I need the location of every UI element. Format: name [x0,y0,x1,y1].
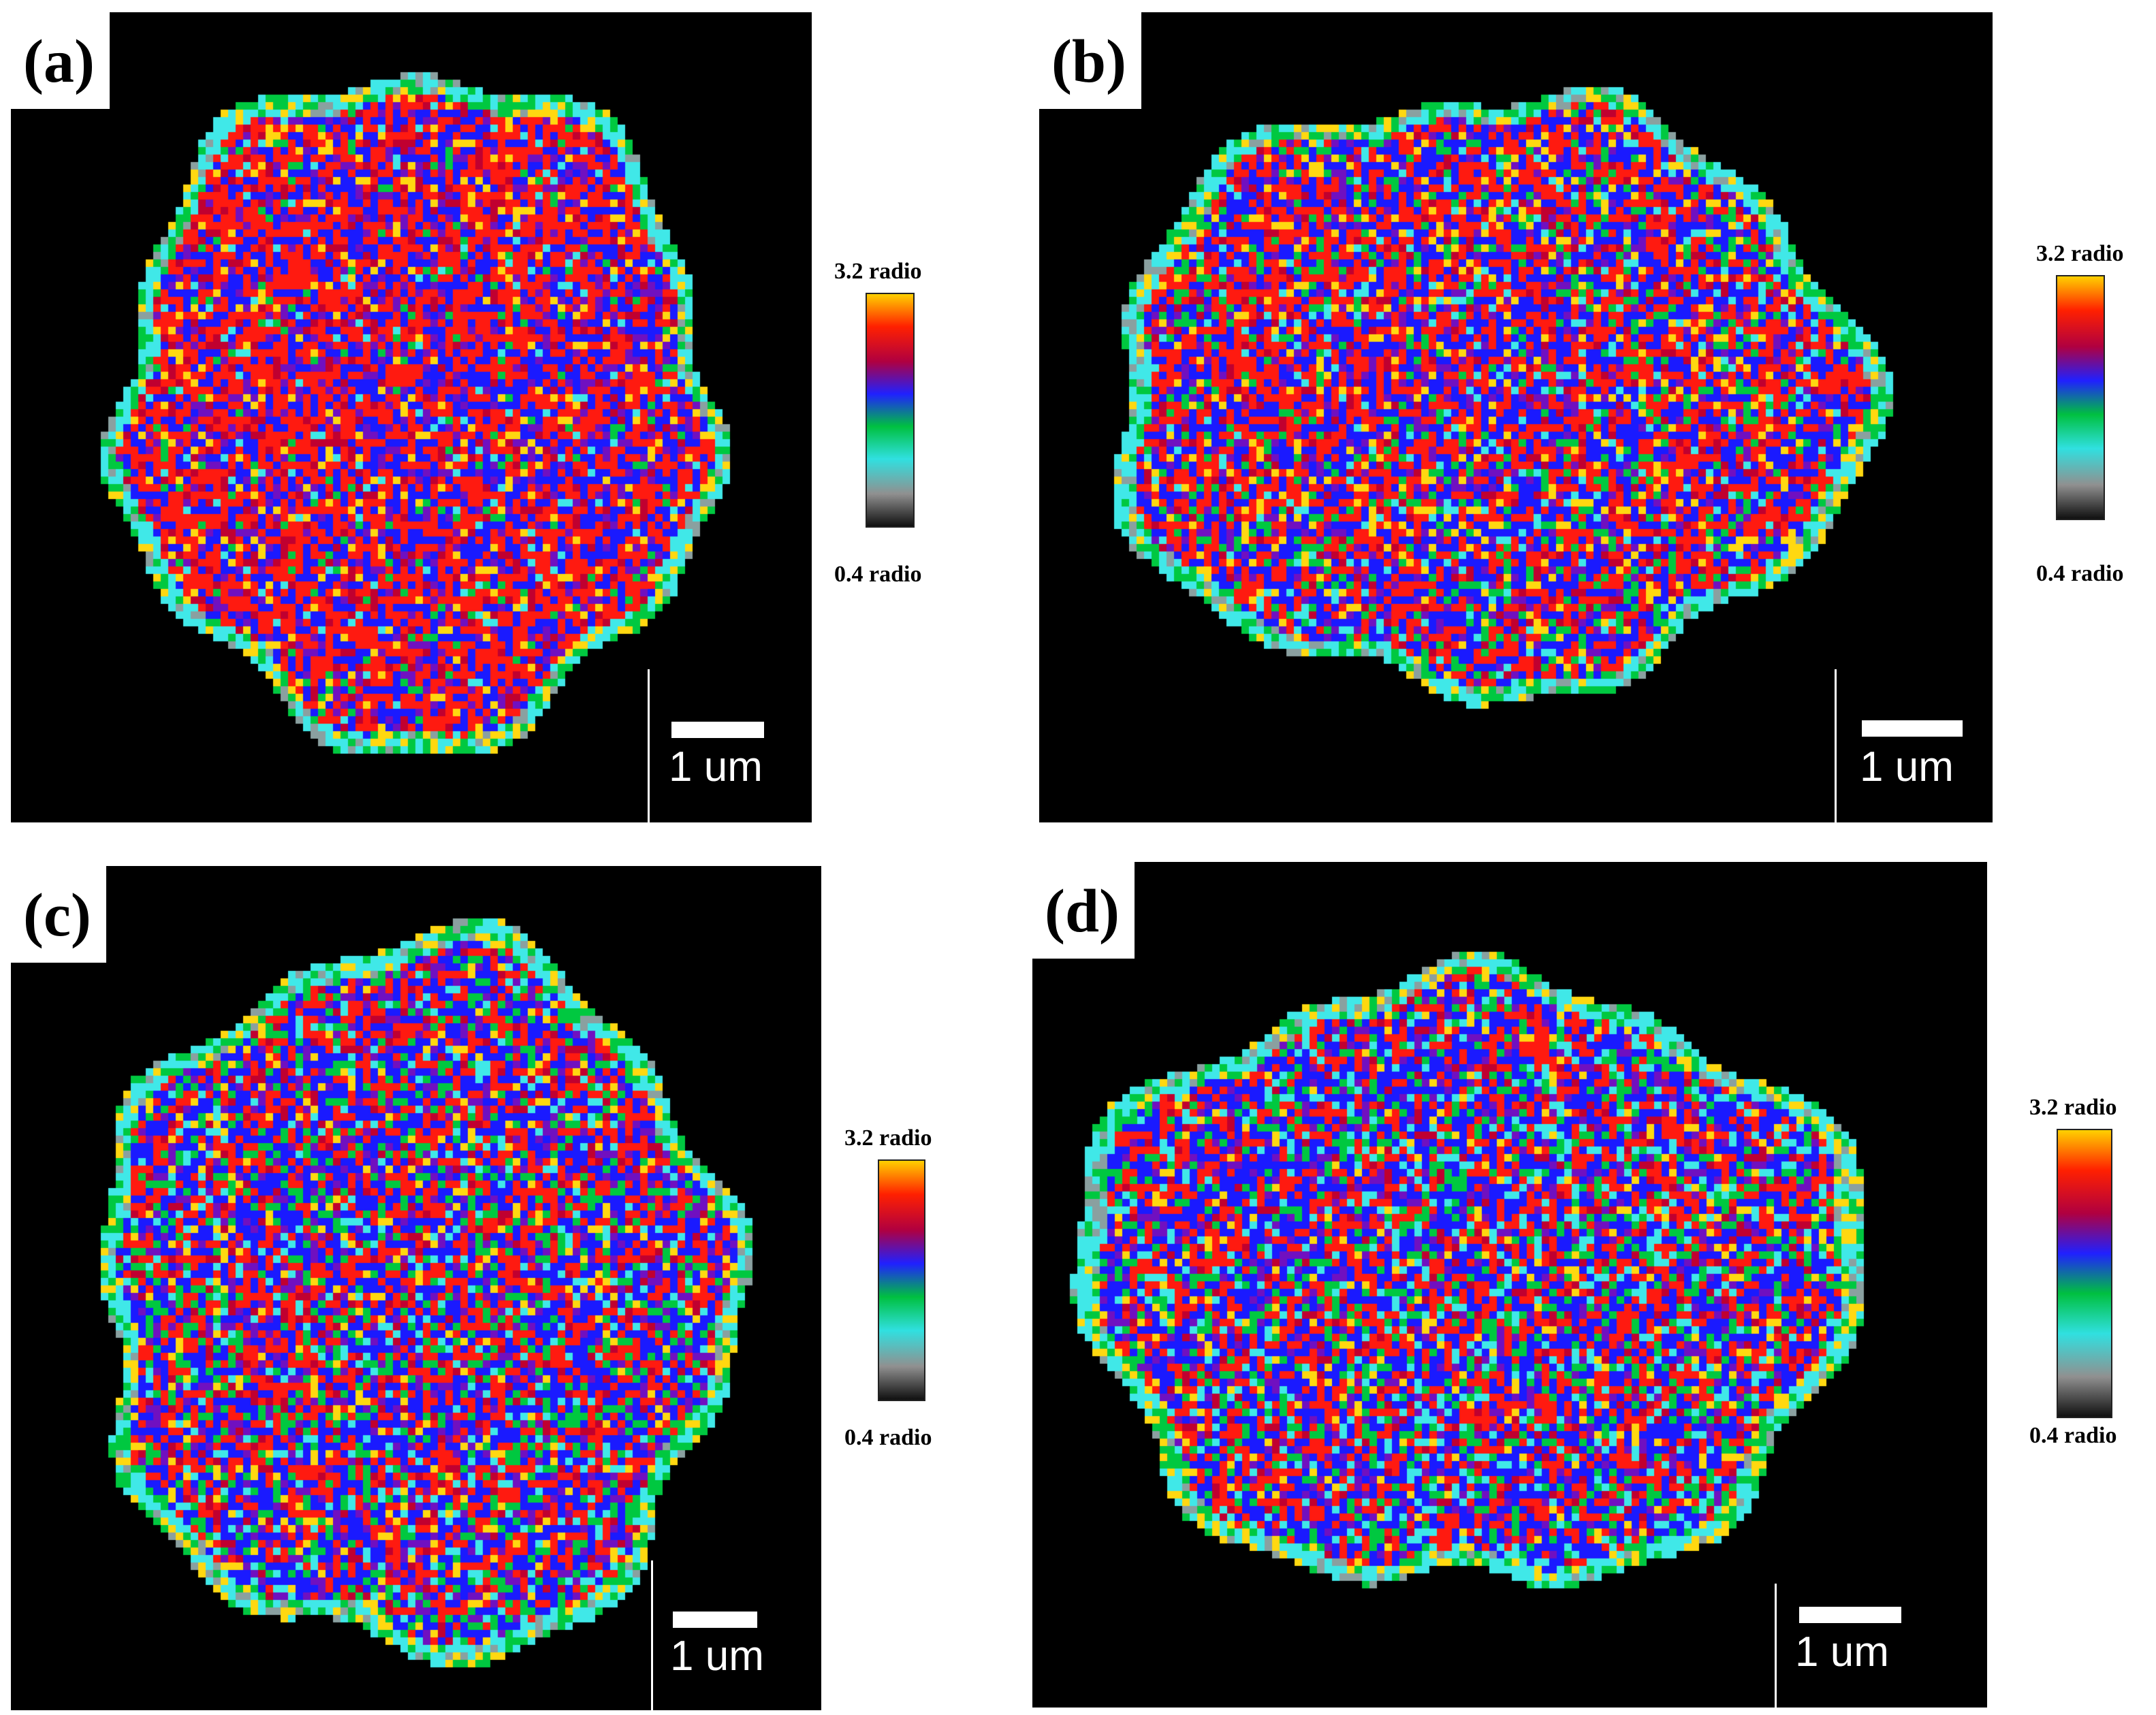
colorbar-min-label-b: 0.4 radio [2036,561,2124,586]
colorbar-max-label-c: 3.2 radio [844,1125,932,1151]
scale-label-d: 1 um [1795,1629,1889,1676]
particle-map-b [1039,12,1993,822]
scale-label-b: 1 um [1860,743,1954,790]
colorbar-b: 3.2 radio 0.4 radio [2036,242,2156,590]
colorbar-gradient-c [878,1159,925,1401]
panel-a: (a) 1 um [11,12,812,822]
scale-divider-d [1775,1584,1777,1708]
colorbar-a: 3.2 radio 0.4 radio [834,260,970,600]
scale-bar-a [671,722,764,738]
scale-label-a: 1 um [669,743,763,790]
particle-map-a [11,12,812,822]
colorbar-max-label-a: 3.2 radio [834,259,922,284]
panel-label-c: (c) [11,866,106,963]
panel-label-d: (d) [1032,862,1135,959]
colorbar-min-label-a: 0.4 radio [834,562,922,587]
colorbar-min-label-d: 0.4 radio [2029,1423,2117,1448]
colorbar-gradient-a [866,293,915,528]
panel-b: (b) 1 um [1039,12,1993,822]
scale-divider-b [1835,669,1837,822]
colorbar-gradient-d [2057,1129,2112,1418]
scale-bar-d [1799,1607,1901,1623]
colorbar-max-label-d: 3.2 radio [2029,1095,2117,1120]
panel-c: (c) 1 um [11,866,821,1710]
panel-label-a: (a) [11,12,110,109]
scale-bar-c [673,1612,757,1628]
colorbar-max-label-b: 3.2 radio [2036,241,2124,266]
particle-map-c [11,866,821,1710]
panel-label-b: (b) [1039,12,1141,109]
particle-map-d [1032,862,1987,1708]
panel-d: (d) 1 um [1032,862,1987,1708]
colorbar-c: 3.2 radio 0.4 radio [844,1127,981,1467]
scale-label-c: 1 um [670,1633,764,1680]
scale-divider-a [648,669,650,822]
colorbar-min-label-c: 0.4 radio [844,1425,932,1450]
scale-bar-b [1862,720,1963,737]
colorbar-d: 3.2 radio 0.4 radio [2029,1096,2156,1450]
scale-divider-c [651,1560,653,1710]
colorbar-gradient-b [2056,275,2105,520]
